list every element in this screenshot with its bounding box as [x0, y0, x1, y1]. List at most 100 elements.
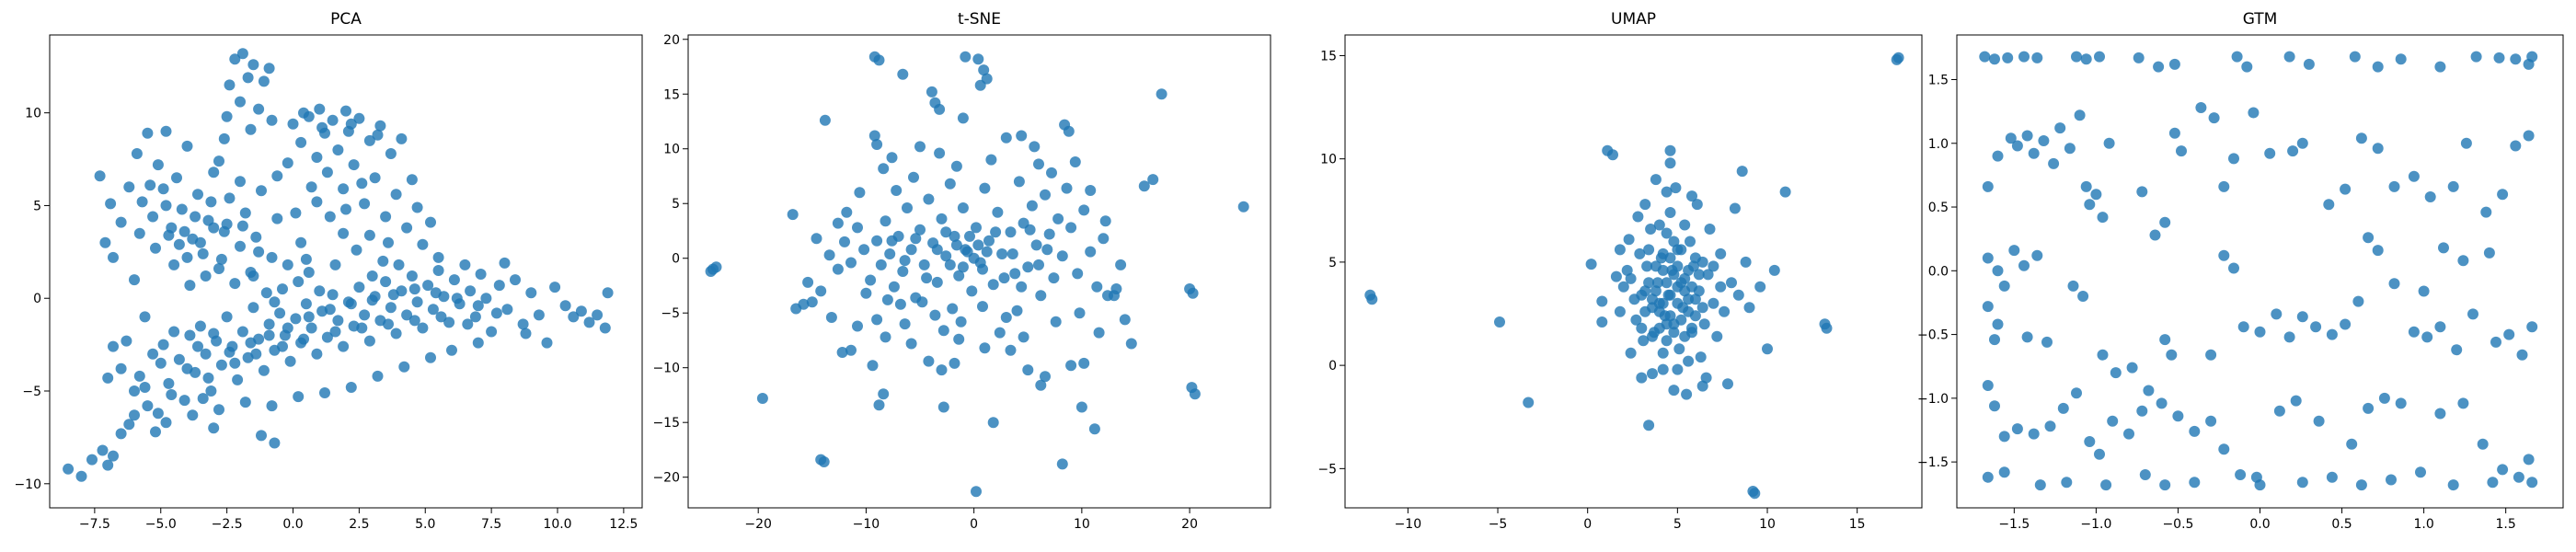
- scatter-point: [1005, 344, 1017, 356]
- scatter-point: [894, 298, 906, 310]
- scatter-point: [2189, 477, 2201, 489]
- scatter-point: [996, 248, 1008, 259]
- scatter-point: [1708, 297, 1719, 309]
- scatter-point: [1679, 330, 1691, 342]
- scatter-point: [832, 217, 844, 229]
- scatter-point: [2352, 295, 2364, 307]
- scatter-point: [1641, 260, 1653, 272]
- chart-title: t-SNE: [958, 10, 1001, 29]
- scatter-point: [2228, 153, 2239, 165]
- y-tick-label: −10: [14, 477, 41, 492]
- scatter-point: [256, 185, 267, 197]
- x-tick-label: 10: [1759, 517, 1776, 532]
- scatter-point: [2237, 321, 2249, 333]
- scatter-point: [926, 86, 937, 98]
- scatter-point: [200, 270, 212, 282]
- scatter-point: [401, 309, 413, 321]
- scatter-point: [994, 327, 1006, 339]
- scatter-point: [960, 244, 972, 256]
- scatter-point: [2490, 336, 2501, 348]
- scatter-point: [825, 312, 837, 323]
- scatter-point: [224, 192, 236, 204]
- scatter-point: [1982, 471, 1994, 483]
- scatter-point: [2323, 199, 2335, 211]
- scatter-point: [369, 172, 381, 184]
- scatter-point: [2123, 428, 2134, 440]
- scatter-point: [181, 140, 193, 152]
- scatter-point: [2218, 443, 2230, 455]
- scatter-point: [974, 79, 986, 91]
- scatter-point: [2418, 285, 2430, 297]
- x-tick-label: −1.5: [1998, 517, 2030, 532]
- chart-title: GTM: [2243, 10, 2278, 29]
- scatter-point: [1632, 211, 1644, 223]
- scatter-point: [266, 400, 278, 412]
- scatter-point: [1046, 167, 1057, 178]
- scatter-point: [819, 114, 831, 126]
- x-tick-label: 10.0: [543, 517, 571, 532]
- scatter-point: [75, 470, 87, 482]
- scatter-point: [147, 211, 159, 223]
- scatter-point: [2018, 51, 2030, 63]
- scatter-point: [2424, 191, 2436, 202]
- scatter-point: [332, 315, 344, 327]
- scatter-point: [2503, 328, 2515, 340]
- y-tick-label: −5: [1317, 462, 1337, 477]
- scatter-point: [345, 382, 357, 393]
- scatter-point: [1610, 270, 1622, 282]
- scatter-point: [377, 255, 389, 267]
- scatter-point: [1634, 247, 1646, 259]
- scatter-point: [1098, 233, 1110, 245]
- scatter-point: [1075, 401, 1087, 413]
- scatter-point: [432, 251, 444, 263]
- scatter-point: [1636, 289, 1648, 301]
- scatter-point: [363, 229, 375, 241]
- x-tick-label: 0.0: [282, 517, 303, 532]
- scatter-point: [430, 287, 442, 299]
- scatter-point: [1653, 219, 1665, 231]
- scatter-point: [1189, 388, 1201, 400]
- scatter-point: [1643, 244, 1655, 256]
- scatter-point: [2005, 132, 2017, 144]
- scatter-point: [194, 320, 206, 332]
- scatter-point: [854, 187, 866, 199]
- scatter-point: [957, 261, 969, 273]
- x-tick-label: −7.5: [79, 517, 110, 532]
- scatter-point: [1683, 305, 1695, 317]
- scatter-point: [949, 357, 960, 369]
- scatter-point: [1736, 166, 1748, 178]
- scatter-point: [383, 236, 394, 248]
- scatter-point: [971, 486, 982, 498]
- scatter-point: [1639, 199, 1651, 211]
- scatter-point: [1029, 141, 1041, 153]
- scatter-point: [884, 248, 896, 259]
- chart-title: UMAP: [1611, 10, 1656, 29]
- scatter-point: [221, 311, 233, 323]
- scatter-point: [2497, 464, 2509, 476]
- scatter-point: [2084, 199, 2096, 211]
- scatter-point: [282, 157, 293, 169]
- scatter-point: [1668, 269, 1680, 281]
- scatter-point: [940, 250, 952, 262]
- scatter-point: [239, 397, 251, 408]
- scatter-point: [2388, 180, 2400, 192]
- panel-gtm: GTM −1.5 −1.0 −0.5 0.0 0.5 1.0 1.5 −1.5 −1.0 −0.5…: [1917, 10, 2564, 532]
- scatter-point: [298, 333, 309, 345]
- scatter-point: [599, 322, 611, 334]
- scatter-point: [338, 340, 350, 352]
- scatter-point: [2273, 405, 2285, 417]
- scatter-point: [411, 201, 423, 213]
- y-tick-label: 10: [663, 143, 680, 157]
- scatter-point: [181, 362, 193, 374]
- scatter-point: [63, 463, 75, 475]
- scatter-point: [2355, 479, 2367, 491]
- scatter-point: [931, 276, 943, 288]
- scatter-point: [390, 189, 402, 201]
- scatter-point: [1088, 423, 1100, 435]
- scatter-point: [944, 178, 956, 190]
- scatter-point: [985, 154, 997, 166]
- scatter-point: [2011, 423, 2023, 435]
- scatter-point: [366, 294, 378, 306]
- scatter-point: [1110, 283, 1122, 294]
- scatter-point: [1156, 88, 1167, 100]
